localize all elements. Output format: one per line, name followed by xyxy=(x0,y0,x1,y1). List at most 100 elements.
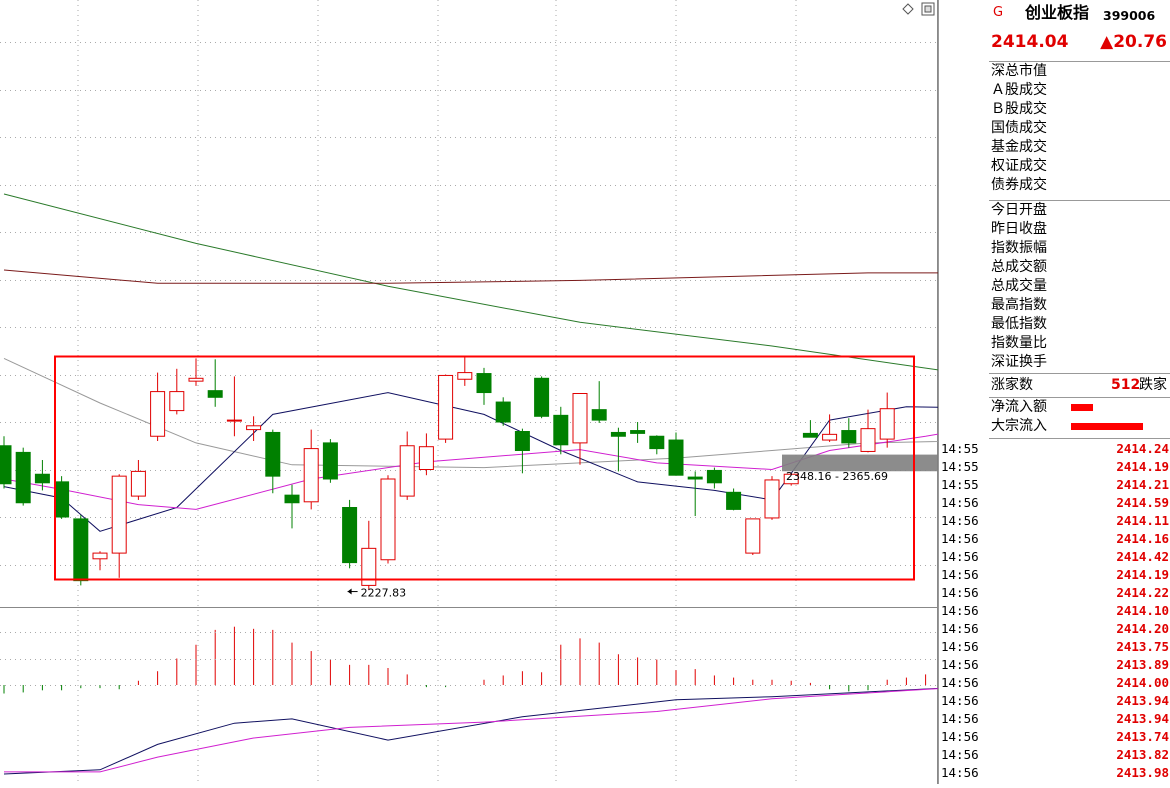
candle-body xyxy=(553,414,569,446)
candle-body xyxy=(265,431,281,477)
divider xyxy=(989,438,1170,439)
restore-icon[interactable] xyxy=(921,2,935,16)
stat-row-label: 最高指数 xyxy=(991,297,1047,313)
candle-body xyxy=(572,393,588,444)
candle-body xyxy=(54,481,70,518)
divider xyxy=(989,61,1170,62)
tick-row: 14:56 2413.94 xyxy=(939,692,1170,710)
tick-time: 14:56 xyxy=(941,621,979,636)
tick-price: 2414.22 xyxy=(1116,585,1169,600)
tick-row: 14:55 2414.19 xyxy=(939,458,1170,476)
tick-time: 14:56 xyxy=(941,603,979,618)
current-price: 2414.04 xyxy=(991,32,1069,52)
tick-price: 2414.10 xyxy=(1116,603,1169,618)
ma-line-gray xyxy=(3,357,1170,469)
tick-price: 2414.20 xyxy=(1116,621,1169,636)
tick-row: 14:56 2413.94 xyxy=(939,710,1170,728)
candle-body xyxy=(879,408,895,440)
tick-price: 2414.16 xyxy=(1116,531,1169,546)
stat-row-label: 总成交额 xyxy=(991,259,1047,275)
stat-row-label: 总成交量 xyxy=(991,278,1047,294)
tick-time: 14:56 xyxy=(941,675,979,690)
candle-body xyxy=(15,451,31,504)
tick-time: 14:56 xyxy=(941,711,979,726)
flow-label: 大宗流入 xyxy=(991,418,1047,434)
candle-body xyxy=(303,448,319,503)
tick-price: 2413.75 xyxy=(1116,639,1169,654)
tick-time: 14:56 xyxy=(941,639,979,654)
stat-row-label: 今日开盘 xyxy=(991,202,1047,218)
tick-price: 2413.98 xyxy=(1116,765,1169,780)
tick-row: 14:56 2413.74 xyxy=(939,728,1170,746)
range-label: 2348.16 - 2365.69 xyxy=(786,470,888,483)
candle-body xyxy=(322,442,338,480)
candle-body xyxy=(649,435,665,450)
market-row-label: 国债成交 xyxy=(991,120,1047,136)
tick-price: 2414.19 xyxy=(1116,459,1169,474)
tick-row: 14:56 2414.10 xyxy=(939,602,1170,620)
breadth-value: 512 xyxy=(1111,377,1141,393)
candlesticks xyxy=(0,355,895,591)
candle-body xyxy=(188,377,204,382)
tick-row: 14:56 2413.89 xyxy=(939,656,1170,674)
tick-price: 2413.94 xyxy=(1116,693,1169,708)
tick-time: 14:56 xyxy=(941,747,979,762)
flow-label: 净流入额 xyxy=(991,399,1047,415)
candle-body xyxy=(514,431,530,451)
market-row-label: Ｂ股成交 xyxy=(991,101,1047,117)
tick-time: 14:55 xyxy=(941,441,979,456)
flow-bar xyxy=(1071,404,1093,411)
candle-body xyxy=(841,430,857,444)
candle-body xyxy=(207,390,223,398)
window-controls xyxy=(902,2,935,16)
tick-time: 14:56 xyxy=(941,495,979,510)
highlight-box xyxy=(54,355,915,581)
diamond-icon[interactable] xyxy=(902,3,914,15)
tick-time: 14:55 xyxy=(941,477,979,492)
tick-row: 14:56 2413.82 xyxy=(939,746,1170,764)
tick-time: 14:55 xyxy=(941,459,979,474)
market-row-label: 权证成交 xyxy=(991,158,1047,174)
index-code: 399006 xyxy=(1103,8,1156,23)
tick-row: 14:56 2414.59 xyxy=(939,494,1170,512)
tick-price: 2414.42 xyxy=(1116,549,1169,564)
candle-body xyxy=(34,473,50,484)
tick-row: 14:55 2414.21 xyxy=(939,476,1170,494)
breadth-label: 涨家数 xyxy=(991,377,1033,393)
candle-body xyxy=(73,518,89,582)
tick-time: 14:56 xyxy=(941,693,979,708)
divider xyxy=(989,373,1170,374)
candle-body xyxy=(457,372,473,380)
quote-header: G 创业板指 399006 xyxy=(939,3,1170,25)
ma-line-green xyxy=(3,193,1170,401)
tick-price: 2414.24 xyxy=(1116,441,1169,456)
candle-body xyxy=(476,373,492,394)
stat-row-label: 深证换手 xyxy=(991,354,1047,370)
tick-row: 14:56 2414.19 xyxy=(939,566,1170,584)
indicator-line-magenta xyxy=(4,686,1170,773)
candle-body xyxy=(226,419,242,422)
candle-body xyxy=(399,445,415,497)
tick-row: 14:56 2414.00 xyxy=(939,674,1170,692)
candle-body xyxy=(534,377,550,417)
g-mark: G xyxy=(993,5,1004,20)
candle-body xyxy=(380,478,396,561)
market-row-label: 深总市值 xyxy=(991,63,1047,79)
candle-body xyxy=(246,425,262,431)
tick-row: 14:56 2414.16 xyxy=(939,530,1170,548)
stat-row-label: 指数量比 xyxy=(991,335,1047,351)
candle-body xyxy=(687,476,703,480)
tick-price: 2413.89 xyxy=(1116,657,1169,672)
candle-body xyxy=(591,409,607,421)
quote-price-row: 2414.04 ▲20.76 xyxy=(939,33,1170,55)
candle-body xyxy=(610,431,626,437)
flow-bar xyxy=(1071,423,1143,430)
candle-body xyxy=(438,374,454,440)
tick-time: 14:56 xyxy=(941,567,979,582)
price-change: ▲20.76 xyxy=(1100,32,1167,52)
candle-body xyxy=(706,469,722,484)
candle-body xyxy=(860,428,876,452)
tick-price: 2414.21 xyxy=(1116,477,1169,492)
